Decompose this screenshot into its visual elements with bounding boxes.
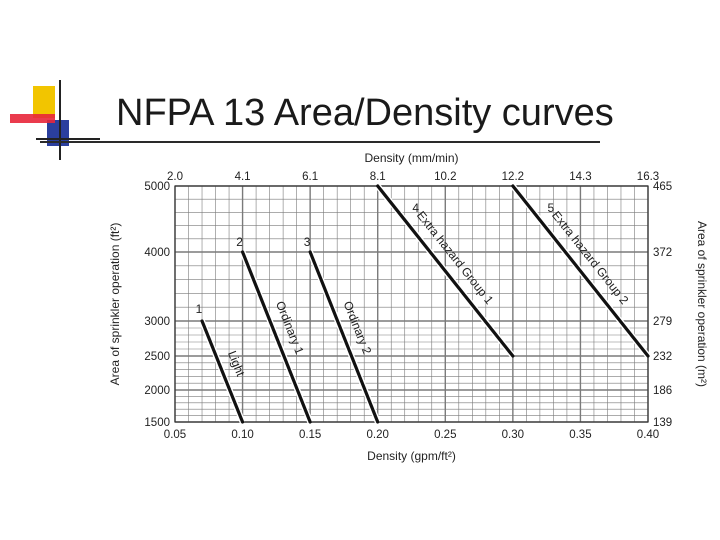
logo-vertical-line — [59, 80, 61, 160]
curve-line — [308, 250, 380, 424]
x-tick-label: 0.15 — [299, 429, 321, 441]
curve-number-label: 3 — [304, 235, 311, 249]
x-tick-label: 0.30 — [502, 429, 524, 441]
curve-name-label: Light — [225, 349, 248, 379]
curve-number-label: 4 — [412, 201, 419, 215]
logo-horizontal-line — [36, 138, 100, 140]
y-tick-label: 2000 — [144, 385, 170, 397]
slide-logo-icon — [10, 80, 100, 160]
top-tick-label: 4.1 — [235, 171, 251, 183]
curve-name-label: Extra hazard Group 2 — [549, 208, 632, 307]
y-tick-label: 3000 — [144, 316, 170, 328]
chart-grid — [174, 185, 649, 423]
title-underline — [40, 141, 600, 143]
right-axis-title: Area of sprinkler operation (m²) — [695, 221, 709, 387]
x-tick-label: 0.05 — [164, 429, 186, 441]
chart-curves — [199, 184, 651, 424]
top-tick-label: 12.2 — [502, 171, 524, 183]
area-density-chart: 0.05 0.10 0.15 0.20 0.25 0.30 0.35 0.40 2.0 4.1 6.… — [108, 151, 709, 463]
y-tick-label: 5000 — [144, 181, 170, 193]
right-tick-label: 232 — [653, 351, 672, 363]
x-tick-label: 0.25 — [434, 429, 456, 441]
logo-yellow-square — [33, 86, 55, 118]
slide-title: NFPA 13 Area/Density curves — [116, 92, 614, 134]
curve-line — [511, 184, 650, 358]
curve-name-label: Extra hazard Group 1 — [414, 208, 497, 307]
right-tick-label: 372 — [653, 247, 672, 259]
curve-line — [200, 319, 245, 424]
curve-number-label: 2 — [236, 235, 243, 249]
x-tick-label: 0.10 — [231, 429, 253, 441]
right-tick-label: 186 — [653, 385, 672, 397]
curve-line — [376, 184, 515, 358]
top-tick-label: 6.1 — [302, 171, 318, 183]
y-tick-label: 1500 — [144, 417, 170, 429]
x-tick-label: 0.20 — [367, 429, 389, 441]
top-tick-label: 10.2 — [434, 171, 456, 183]
plot-frame — [174, 185, 649, 423]
right-tick-label: 279 — [653, 316, 672, 328]
top-tick-label: 14.3 — [569, 171, 591, 183]
top-tick-label: 16.3 — [637, 171, 659, 183]
y-axis-title: Area of sprinkler operation (ft²) — [108, 223, 122, 386]
y-tick-label: 2500 — [144, 351, 170, 363]
top-tick-label: 8.1 — [370, 171, 386, 183]
x-tick-label: 0.40 — [637, 429, 659, 441]
x-tick-label: 0.35 — [569, 429, 591, 441]
top-tick-label: 2.0 — [167, 171, 183, 183]
y-tick-label: 4000 — [144, 247, 170, 259]
right-tick-label: 139 — [653, 417, 672, 429]
top-axis-title: Density (mm/min) — [364, 151, 458, 165]
x-axis-title: Density (gpm/ft²) — [367, 449, 456, 463]
right-tick-label: 465 — [653, 181, 672, 193]
logo-red-bar — [10, 114, 55, 123]
curve-number-label: 5 — [548, 201, 555, 215]
curve-number-label: 1 — [196, 302, 203, 316]
curve-line — [240, 250, 312, 424]
